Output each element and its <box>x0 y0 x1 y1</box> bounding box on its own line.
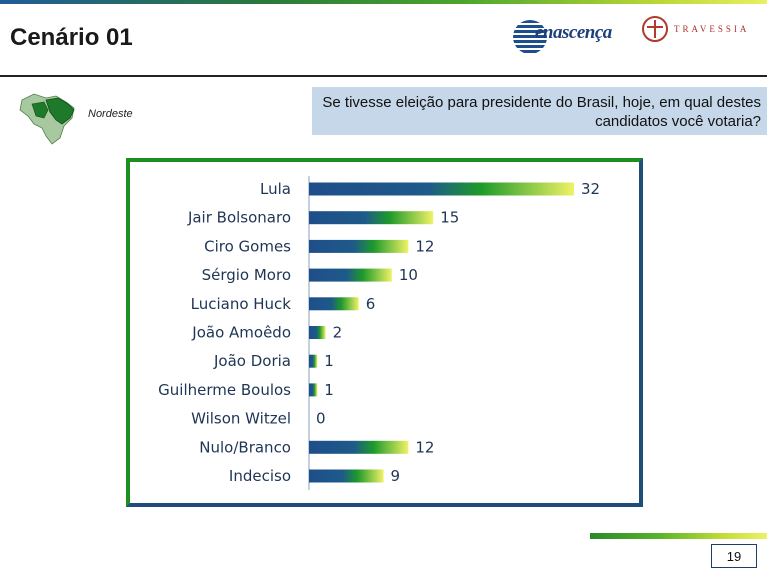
region-label: Nordeste <box>88 108 133 120</box>
value-label: 1 <box>324 352 334 370</box>
bar <box>309 182 574 196</box>
travessia-logo-text: TRAVESSIA <box>674 24 750 34</box>
category-label: Lula <box>260 180 291 198</box>
value-label: 2 <box>333 324 343 342</box>
header-divider <box>0 75 767 77</box>
value-label: 1 <box>324 381 334 399</box>
category-label: Guilherme Boulos <box>158 381 291 399</box>
bar <box>309 354 318 368</box>
value-label: 9 <box>391 467 401 485</box>
value-label: 6 <box>366 295 376 313</box>
question-text: Se tivesse eleição para presidente do Br… <box>322 94 761 130</box>
bar <box>309 469 384 483</box>
category-label: Sérgio Moro <box>202 266 291 284</box>
footer-gradient-bar <box>590 533 767 539</box>
chart-frame <box>126 158 643 507</box>
renascenca-logo: enascença <box>513 18 631 54</box>
bar <box>309 211 434 225</box>
category-label: Luciano Huck <box>191 295 292 313</box>
page-number: 19 <box>711 544 757 568</box>
bar <box>309 440 409 454</box>
category-label: Indeciso <box>229 467 291 485</box>
bar <box>309 297 359 311</box>
category-label: João Doria <box>213 352 291 370</box>
category-label: João Amoêdo <box>191 324 291 342</box>
value-label: 12 <box>415 438 434 456</box>
brazil-map-icon <box>19 93 75 145</box>
category-label: Wilson Witzel <box>191 410 291 428</box>
value-label: 0 <box>316 410 326 428</box>
value-label: 32 <box>581 180 600 198</box>
category-label: Ciro Gomes <box>204 237 291 255</box>
value-label: 10 <box>399 266 418 284</box>
bar <box>309 268 392 282</box>
bar <box>309 383 318 397</box>
renascenca-globe-icon <box>513 20 547 54</box>
travessia-emblem-icon <box>642 16 668 42</box>
category-label: Jair Bolsonaro <box>187 209 291 227</box>
travessia-logo: TRAVESSIA <box>642 16 762 48</box>
renascenca-logo-text: enascença <box>535 22 612 43</box>
question-box: Se tivesse eleição para presidente do Br… <box>312 87 767 135</box>
page-title: Cenário 01 <box>10 24 133 51</box>
category-label: Nulo/Branco <box>199 438 291 456</box>
value-label: 12 <box>415 237 434 255</box>
top-gradient-rule <box>0 0 767 4</box>
value-label: 15 <box>440 209 459 227</box>
bar <box>309 326 326 339</box>
bar <box>309 239 409 253</box>
